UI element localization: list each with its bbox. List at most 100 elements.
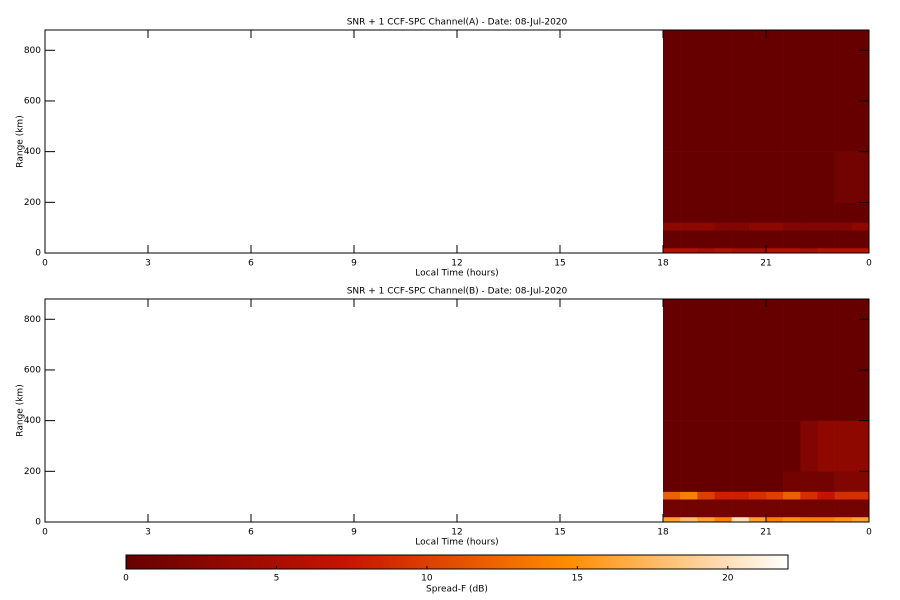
heatmap-cell	[834, 222, 853, 231]
heatmap-cell	[680, 202, 698, 223]
heatmap-cell	[731, 471, 750, 492]
heatmap-cell	[748, 151, 767, 203]
y-tick-label: 200	[24, 198, 41, 208]
heatmap-cell	[766, 516, 784, 523]
heatmap-cell	[851, 471, 870, 492]
heatmap-cell	[817, 491, 835, 500]
heatmap-cell	[800, 222, 818, 231]
heatmap-cell	[834, 230, 853, 249]
x-tick-label: 0	[866, 259, 872, 269]
heatmap-cell	[851, 516, 870, 523]
heatmap-cell	[800, 247, 818, 254]
heatmap-cell	[714, 30, 732, 152]
y-tick-label: 0	[35, 249, 41, 259]
heatmap-cell	[663, 247, 681, 254]
heatmap-cell	[748, 202, 767, 223]
heatmap-cell	[697, 471, 715, 492]
x-tick-label: 21	[760, 528, 771, 538]
heatmap-cell	[748, 247, 767, 254]
heatmap-cell	[783, 491, 801, 500]
heatmap-cell	[748, 499, 767, 518]
x-axis-label: Local Time (hours)	[415, 269, 498, 279]
heatmap-cell	[663, 299, 681, 421]
heatmap-cell	[800, 202, 818, 223]
heatmap-cell	[748, 222, 767, 231]
heatmap-cell	[714, 299, 732, 421]
heatmap-cell	[783, 30, 801, 152]
heatmap-cell	[663, 202, 681, 223]
heatmap-cell	[783, 299, 801, 421]
x-tick-label: 0	[42, 528, 48, 538]
heatmap-cell	[851, 151, 870, 203]
heatmap-cell	[748, 420, 767, 472]
y-tick-label: 400	[24, 416, 41, 426]
heatmap-cell	[851, 420, 870, 472]
heatmap-cell	[851, 499, 870, 518]
heatmap-cell	[714, 247, 732, 254]
y-axis-label: Range (km)	[16, 115, 26, 167]
x-tick-label: 0	[866, 528, 872, 538]
heatmap-cell	[783, 516, 801, 523]
heatmap-cell	[748, 299, 767, 421]
heatmap-cell	[680, 222, 698, 231]
heatmap-cell	[851, 299, 870, 421]
heatmap-cell	[714, 516, 732, 523]
heatmap-cell	[680, 30, 698, 152]
x-tick-label: 21	[760, 259, 771, 269]
heatmap-cell	[680, 491, 698, 500]
heatmap-cell	[766, 499, 784, 518]
heatmap-cell	[834, 420, 853, 472]
heatmap-cell	[697, 516, 715, 523]
heatmap-cell	[800, 471, 818, 492]
x-tick-label: 6	[248, 528, 254, 538]
y-tick-label: 600	[24, 365, 41, 375]
heatmap-cell	[817, 151, 835, 203]
heatmap-cell	[663, 516, 681, 523]
x-tick-label: 18	[657, 259, 669, 269]
heatmap-cell	[663, 230, 681, 249]
heatmap-cell	[817, 299, 835, 421]
heatmap-cell	[663, 471, 681, 492]
heatmap-cell	[731, 491, 750, 500]
heatmap-cell	[731, 30, 750, 152]
heatmap-cell	[680, 471, 698, 492]
heatmap-cell	[817, 420, 835, 472]
heatmap-cell	[851, 491, 870, 500]
heatmap-cell	[697, 202, 715, 223]
y-tick-label: 0	[35, 518, 41, 528]
colorbar-tick-label: 20	[722, 574, 734, 584]
heatmap-cell	[783, 202, 801, 223]
heatmap-cell	[697, 30, 715, 152]
y-tick-label: 800	[24, 315, 41, 325]
heatmap-cell	[697, 151, 715, 203]
heatmap-cell	[766, 151, 784, 203]
heatmap-cell	[697, 230, 715, 249]
x-tick-label: 3	[145, 259, 151, 269]
heatmap-cell	[731, 151, 750, 203]
colorbar-tick-label: 0	[123, 574, 129, 584]
heatmap-cell	[714, 202, 732, 223]
heatmap-cell	[731, 516, 750, 523]
heatmap-cell	[697, 491, 715, 500]
heatmap-cell	[766, 247, 784, 254]
heatmap-cell	[800, 516, 818, 523]
heatmap-cell	[731, 299, 750, 421]
heatmap-cell	[783, 230, 801, 249]
heatmap-cell	[817, 222, 835, 231]
heatmap-cell	[748, 471, 767, 492]
heatmap-cell	[748, 491, 767, 500]
heatmap-cell	[748, 516, 767, 523]
x-tick-label: 0	[42, 259, 48, 269]
heatmap-cell	[680, 499, 698, 518]
y-tick-label: 800	[24, 46, 41, 56]
heatmap-cell	[834, 299, 853, 421]
heatmap-cell	[663, 222, 681, 231]
heatmap-cell	[851, 230, 870, 249]
heatmap-cell	[834, 202, 853, 223]
x-tick-label: 9	[351, 528, 357, 538]
x-tick-label: 12	[451, 259, 462, 269]
heatmap-cell	[834, 516, 853, 523]
x-tick-label: 12	[451, 528, 462, 538]
chart-title: SNR + 1 CCF-SPC Channel(A) - Date: 08-Ju…	[347, 18, 568, 28]
